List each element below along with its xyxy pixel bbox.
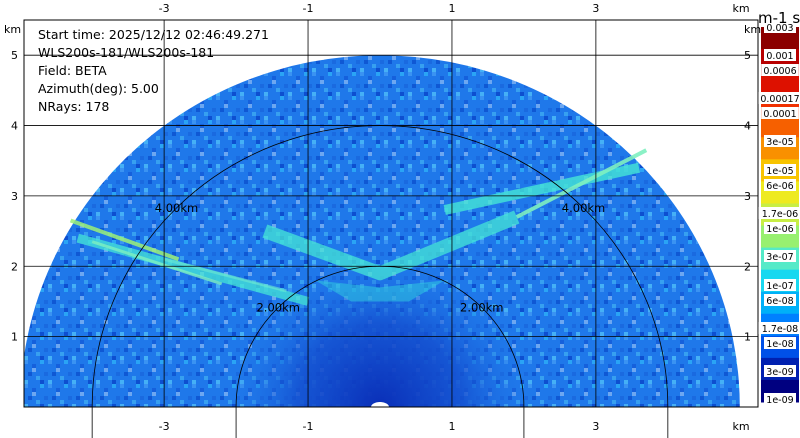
- left-layer-tail: [163, 257, 287, 293]
- y-tick-label: 3: [11, 190, 18, 203]
- left-layer-core-lower: [91, 240, 223, 286]
- colorbar-label: 0.003: [766, 23, 793, 34]
- y-tick-label: 4: [11, 120, 18, 133]
- plot-frame: [23, 19, 759, 408]
- x-tick-label: 3: [592, 2, 599, 15]
- colorbar: 0.003 0.001 0.0006 0.00017 0.0001 3e-05 1e-05 6…: [758, 21, 800, 406]
- colorbar-label: 1e-06: [766, 224, 793, 235]
- colorbar-label: 0.001: [766, 51, 793, 62]
- colorbar-label: 3e-09: [766, 367, 793, 378]
- colorbar-label-bg: [758, 322, 800, 334]
- instrument-text: WLS200s-181/WLS200s-181: [38, 45, 215, 60]
- left-layer-core: [69, 218, 180, 262]
- colorbar-label: 6e-06: [766, 181, 793, 192]
- colorbar-label-bg: [764, 365, 796, 377]
- colorbar-label-bg: [758, 207, 800, 219]
- start-time-text: Start time: 2025/12/12 02:46:49.271: [38, 27, 269, 42]
- colorbar-label-bg: [764, 135, 796, 147]
- y-tick-label: 5: [11, 49, 18, 62]
- y-tick-label: 2: [744, 260, 751, 273]
- x-tick-label: 1: [448, 420, 455, 433]
- v-shaped-layer: [262, 210, 520, 281]
- range-ring-label: 4.00km: [155, 201, 198, 215]
- colorbar-label: 3e-05: [766, 137, 793, 148]
- colorbar-label: 1e-07: [766, 281, 793, 292]
- scan-sector: [24, 55, 740, 407]
- axes: -3 -3 -1 -1 1 1 3 3 1 1 2 2 3 3 4 4 5 5 km km km km: [4, 2, 761, 433]
- colorbar-title: m-1 sr-1: [758, 9, 800, 27]
- colorbar-label-bg: [764, 279, 796, 291]
- y-tick-label: 1: [11, 331, 18, 344]
- axis-unit-label: km: [4, 23, 21, 36]
- range-ring-label: 2.00km: [256, 300, 299, 314]
- colorbar-label-bg: [764, 179, 796, 191]
- y-tick-label: 4: [744, 120, 751, 133]
- colorbar-label-bg: [764, 222, 796, 234]
- right-layer-core: [515, 148, 648, 219]
- colorbar-label-bg: [764, 164, 796, 176]
- colorbar-label: 1e-09: [766, 395, 793, 406]
- colorbar-label: 0.0006: [763, 66, 796, 77]
- colorbar-label-bg: [764, 21, 796, 33]
- colorbar-label: 1.7e-08: [762, 324, 798, 335]
- scan-info-panel: Start time: 2025/12/12 02:46:49.271 WLS2…: [38, 26, 269, 116]
- colorbar-label-bg: [764, 49, 796, 61]
- x-tick-label: -3: [159, 420, 170, 433]
- range-ring-label: 2.00km: [460, 300, 503, 314]
- y-tick-label: 2: [11, 260, 18, 273]
- colorbar-label-bg: [761, 64, 799, 76]
- colorbar-swatch: [761, 71, 799, 94]
- field-text: Field: BETA: [38, 63, 107, 78]
- axis-unit-label: km: [744, 23, 761, 36]
- nrays-text: NRays: 178: [38, 99, 110, 114]
- x-tick-label: 3: [592, 420, 599, 433]
- colorbar-label-bg: [764, 393, 796, 405]
- colorbar-label: 0.0001: [763, 109, 796, 120]
- colorbar-swatch: [761, 115, 799, 138]
- y-tick-label: 1: [744, 331, 751, 344]
- colorbar-label-bg: [764, 294, 796, 306]
- blind-zone: [371, 402, 389, 407]
- colorbar-label: 1e-08: [766, 339, 793, 350]
- colorbar-label: 6e-08: [766, 296, 793, 307]
- colorbar-label-bg: [764, 337, 796, 349]
- right-inclined-layer: [443, 162, 641, 215]
- axis-unit-label: km: [732, 420, 749, 433]
- v-apex-region: [315, 280, 445, 302]
- x-tick-label: 1: [448, 2, 455, 15]
- colorbar-label: 1e-05: [766, 166, 793, 177]
- range-ring-label: 4.00km: [562, 201, 605, 215]
- beta-field: [24, 55, 740, 407]
- near-field-region: [221, 252, 539, 407]
- y-tick-label: 5: [744, 49, 751, 62]
- backscatter-features: [69, 148, 648, 407]
- x-tick-label: -1: [303, 420, 314, 433]
- azimuth-text: Azimuth(deg): 5.00: [38, 81, 159, 96]
- colorbar-label-bg: [758, 92, 800, 104]
- axis-unit-label: km: [732, 2, 749, 15]
- x-tick-label: -3: [159, 2, 170, 15]
- colorbar-label-bg: [764, 250, 796, 262]
- range-ring: [235, 265, 525, 438]
- range-rings: 2.00km 2.00km 4.00km 4.00km: [91, 125, 669, 438]
- colorbar-label-bg: [761, 107, 799, 119]
- colorbar-label: 0.00017: [760, 94, 799, 105]
- colorbar-label: 1.7e-06: [762, 209, 798, 220]
- y-tick-label: 3: [744, 190, 751, 203]
- colorbar-label: 3e-07: [766, 252, 793, 263]
- range-ring: [91, 125, 669, 438]
- x-tick-label: -1: [303, 2, 314, 15]
